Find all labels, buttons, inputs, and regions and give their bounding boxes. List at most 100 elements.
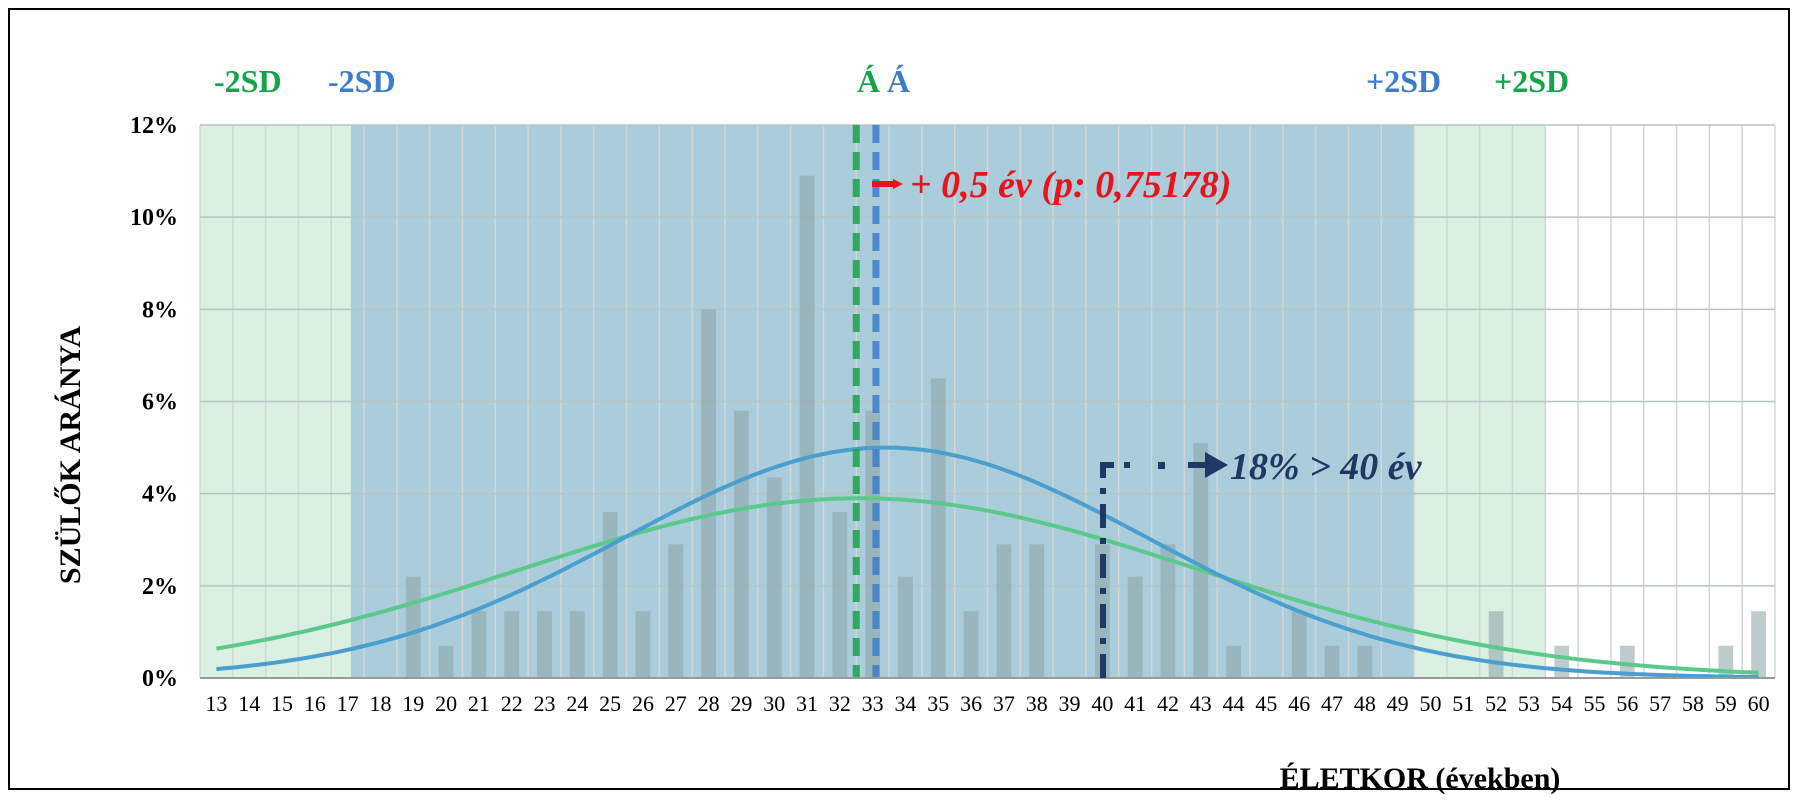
bar-age-41 xyxy=(1127,576,1143,678)
bar-age-20 xyxy=(438,645,454,678)
x-tick-label: 48 xyxy=(1354,691,1376,716)
x-tick-label: 21 xyxy=(468,691,490,716)
over-40-arrow-head xyxy=(1205,452,1228,478)
x-tick-label: 54 xyxy=(1551,691,1573,716)
x-tick-label: 55 xyxy=(1584,691,1606,716)
bar-age-46 xyxy=(1291,611,1307,678)
x-tick-label: 33 xyxy=(862,691,884,716)
x-tick-label: 16 xyxy=(304,691,326,716)
bar-age-29 xyxy=(734,410,749,678)
x-tick-label: 37 xyxy=(993,691,1015,716)
x-tick-label: 57 xyxy=(1649,691,1671,716)
x-tick-label: 39 xyxy=(1059,691,1081,716)
x-tick-label: 25 xyxy=(599,691,621,716)
bar-age-21 xyxy=(471,611,487,678)
bar-age-26 xyxy=(635,611,651,678)
bar-age-42 xyxy=(1160,544,1176,678)
bar-age-22 xyxy=(504,611,520,678)
x-tick-label: 17 xyxy=(337,691,359,716)
x-tick-label: 18 xyxy=(369,691,391,716)
bar-age-19 xyxy=(405,576,421,678)
bar-age-23 xyxy=(537,611,552,678)
over-40-bracket xyxy=(1100,462,1130,678)
x-tick-label: 40 xyxy=(1091,691,1113,716)
x-tick-label: 44 xyxy=(1223,691,1245,716)
bar-age-60 xyxy=(1751,611,1766,678)
x-tick-label: 13 xyxy=(205,691,227,716)
band-outer-right-label: +2SD xyxy=(1494,63,1569,99)
x-tick-label: 45 xyxy=(1255,691,1277,716)
x-tick-label: 15 xyxy=(271,691,293,716)
x-tick-label: 23 xyxy=(534,691,556,716)
x-tick-label: 58 xyxy=(1682,691,1704,716)
x-tick-label: 43 xyxy=(1190,691,1212,716)
x-tick-label: 28 xyxy=(698,691,720,716)
x-tick-label: 19 xyxy=(402,691,424,716)
bar-age-48 xyxy=(1357,645,1373,678)
bar-age-35 xyxy=(930,378,946,678)
x-tick-label: 41 xyxy=(1124,691,1146,716)
bar-age-43 xyxy=(1193,442,1209,678)
bar-age-27 xyxy=(668,544,684,678)
x-tick-label: 36 xyxy=(960,691,982,716)
y-tick-label: 2% xyxy=(142,574,178,600)
mean-diff-annotation: + 0,5 év (p: 0,75178) xyxy=(910,164,1231,206)
x-tick-label: 53 xyxy=(1518,691,1540,716)
x-tick-label: 14 xyxy=(238,691,260,716)
x-tick-label: 38 xyxy=(1026,691,1048,716)
x-tick-label: 30 xyxy=(763,691,785,716)
y-tick-label: 0% xyxy=(142,666,178,692)
x-tick-label: 49 xyxy=(1387,691,1409,716)
x-tick-label: 26 xyxy=(632,691,654,716)
normal-curve-1 xyxy=(216,445,1759,680)
band-inner-left-label: -2SD xyxy=(328,63,396,99)
bar-age-34 xyxy=(898,576,913,678)
bar-age-47 xyxy=(1324,645,1340,678)
bar-age-25 xyxy=(602,512,618,678)
x-tick-label: 56 xyxy=(1616,691,1638,716)
x-tick-label: 27 xyxy=(665,691,687,716)
x-tick-label: 20 xyxy=(435,691,457,716)
x-tick-label: 24 xyxy=(566,691,588,716)
mean-green-label: Á xyxy=(857,63,880,99)
y-tick-label: 12% xyxy=(130,113,178,139)
chart-frame xyxy=(8,8,1790,790)
x-tick-label: 60 xyxy=(1748,691,1770,716)
bar-age-44 xyxy=(1226,645,1241,678)
x-tick-label: 59 xyxy=(1715,691,1737,716)
y-tick-label: 8% xyxy=(142,297,178,323)
bar-age-36 xyxy=(963,611,979,678)
bar-age-38 xyxy=(1029,544,1045,678)
bar-age-54 xyxy=(1554,645,1570,678)
x-axis-title: ÉLETKOR (években) xyxy=(1280,762,1561,795)
band-inner-right-label: +2SD xyxy=(1366,63,1441,99)
bar-age-32 xyxy=(832,512,848,678)
over-40-annotation: 18% > 40 év xyxy=(1230,446,1423,488)
x-tick-label: 47 xyxy=(1321,691,1343,716)
bar-age-24 xyxy=(569,611,585,678)
x-tick-label: 31 xyxy=(796,691,818,716)
x-tick-label: 46 xyxy=(1288,691,1310,716)
x-tick-label: 42 xyxy=(1157,691,1179,716)
bar-age-37 xyxy=(996,544,1012,678)
y-tick-label: 4% xyxy=(142,482,178,508)
bar-age-56 xyxy=(1619,645,1635,678)
bar-age-30 xyxy=(766,477,782,678)
x-tick-label: 51 xyxy=(1452,691,1474,716)
y-tick-label: 10% xyxy=(130,205,178,231)
x-tick-label: 35 xyxy=(927,691,949,716)
y-axis-title: SZÜLŐK ARÁNYA xyxy=(54,326,87,584)
x-tick-label: 32 xyxy=(829,691,851,716)
x-tick-label: 50 xyxy=(1419,691,1441,716)
x-tick-label: 52 xyxy=(1485,691,1507,716)
x-tick-label: 34 xyxy=(894,691,916,716)
x-tick-label: 22 xyxy=(501,691,523,716)
x-tick-label: 29 xyxy=(730,691,752,716)
mean-blue-label: Á xyxy=(887,63,910,99)
y-tick-label: 6% xyxy=(142,390,178,416)
band-outer-left-label: -2SD xyxy=(214,63,282,99)
over-40-dot xyxy=(1158,462,1165,469)
bar-age-31 xyxy=(799,175,815,679)
normal-curve-0 xyxy=(216,496,1759,675)
